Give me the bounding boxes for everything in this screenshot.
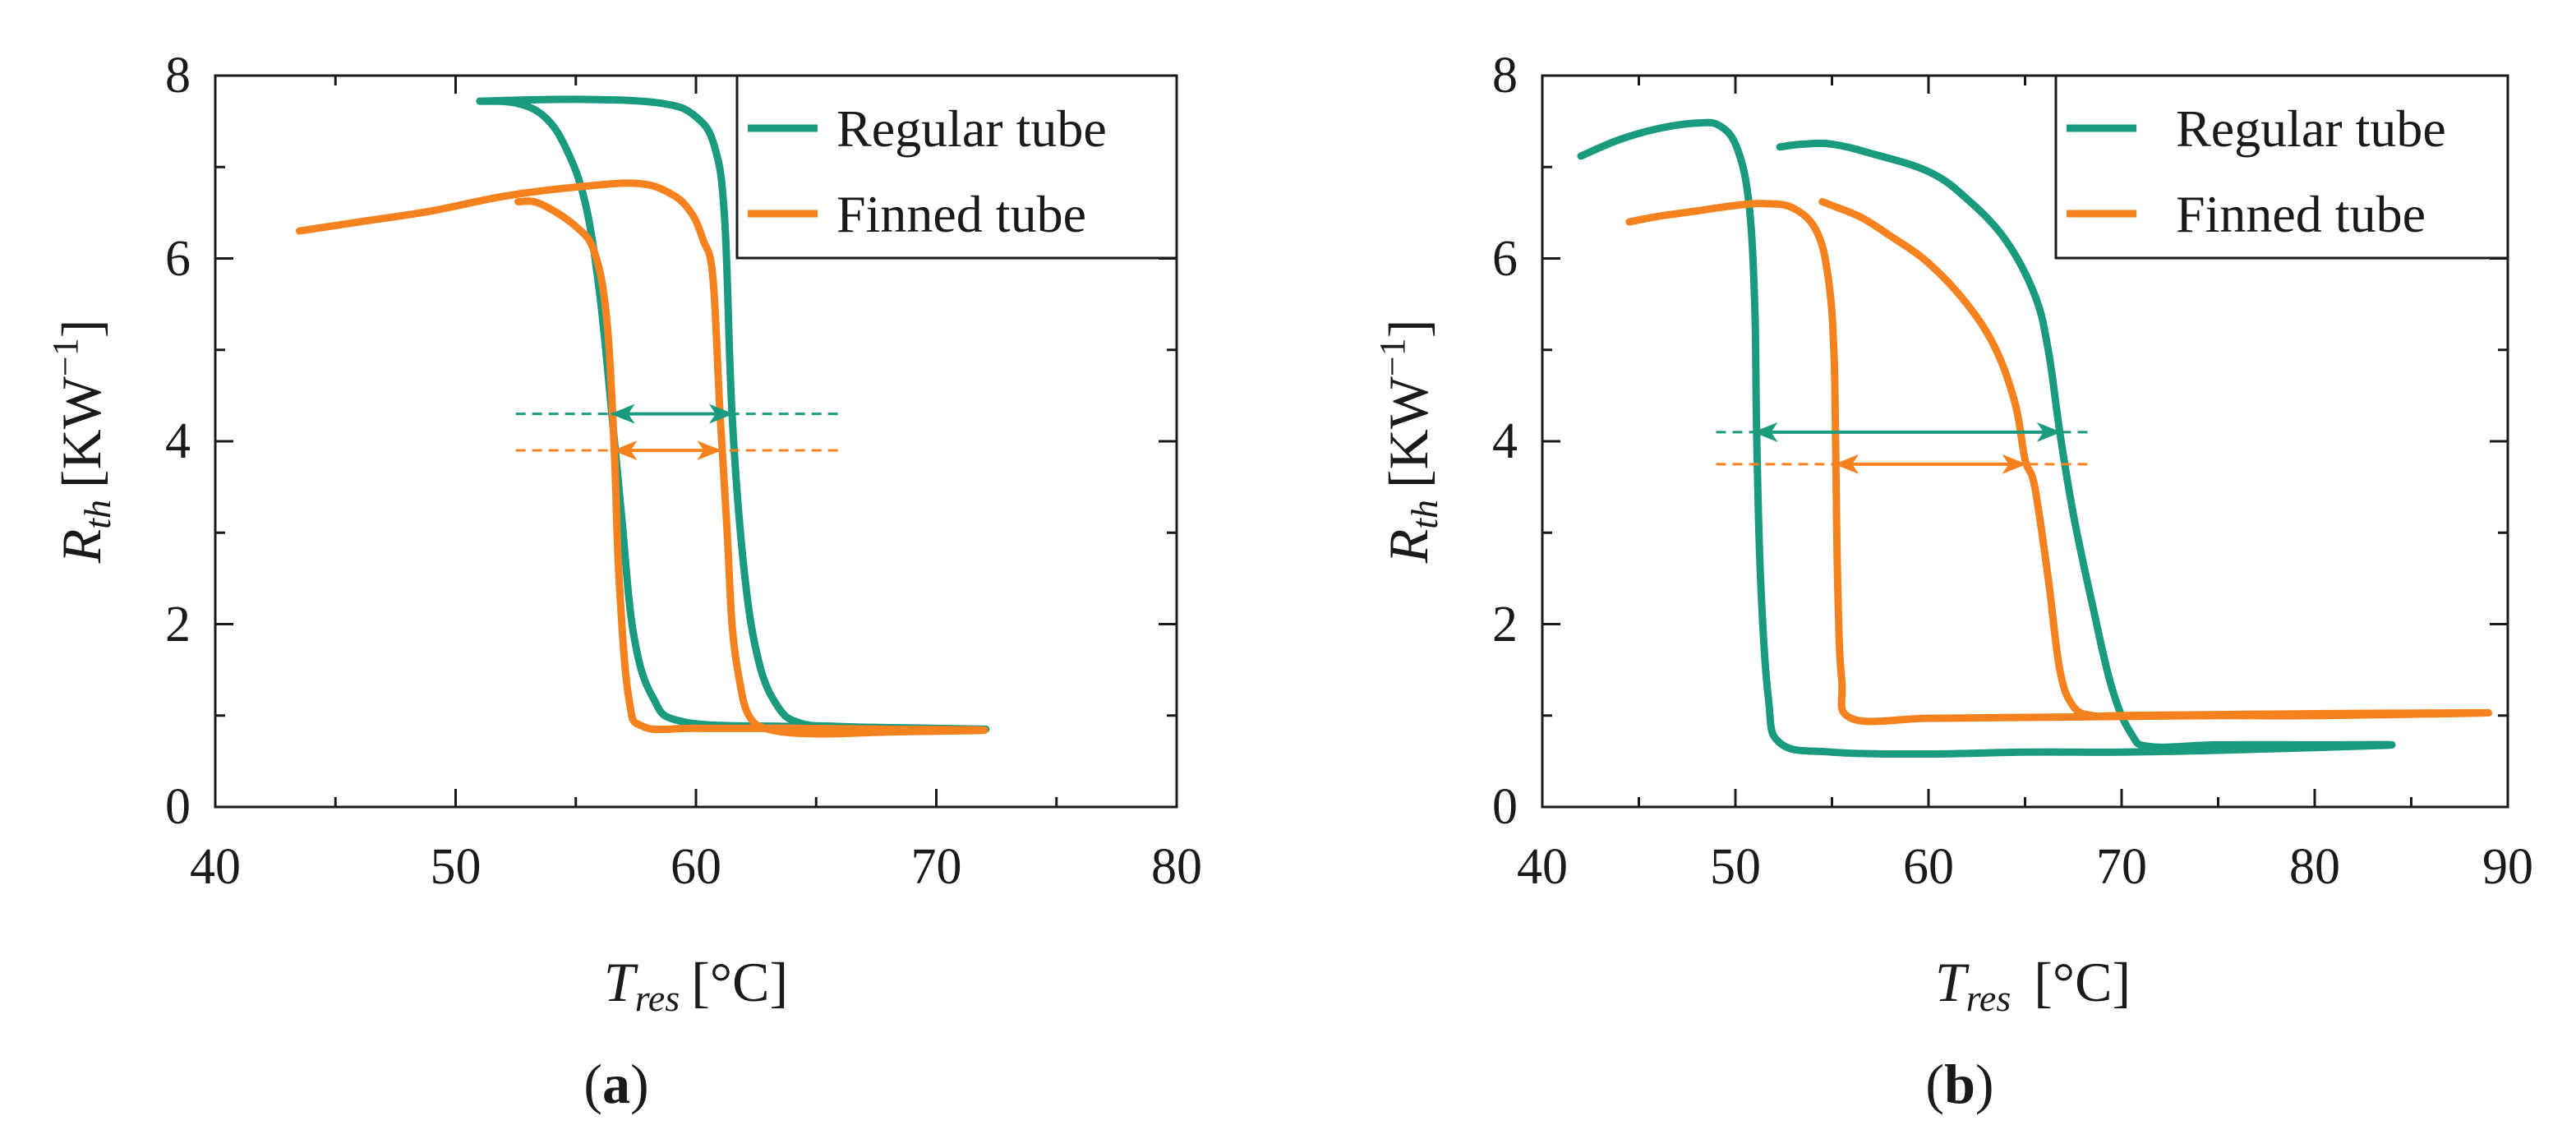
data-curves <box>295 95 990 738</box>
y-tick-label: 4 <box>1492 413 1518 469</box>
legend-box <box>2054 74 2509 260</box>
x-tick-label: 70 <box>2096 839 2147 895</box>
y-axis-title: Rth[KW−1] <box>45 320 118 565</box>
y-tick-label: 8 <box>165 48 191 104</box>
y-tick-label: 2 <box>165 597 191 652</box>
series-line-finned-tube <box>295 179 988 738</box>
y-tick-label: 0 <box>1492 779 1518 835</box>
x-tick-label: 60 <box>1903 839 1954 895</box>
y-tick-label: 2 <box>1492 597 1518 652</box>
y-tick-label: 4 <box>165 413 191 469</box>
x-tick-label: 40 <box>190 839 241 895</box>
y-tick-labels: 0 2 4 6 8 <box>1492 48 1518 835</box>
x-tick-label: 40 <box>1517 839 1568 895</box>
chart-panel-a: 40 50 60 70 80 0 2 4 6 8 Tres [°C] Rth[KW… <box>45 48 1202 1115</box>
y-tick-label: 0 <box>165 779 191 835</box>
x-tick-label: 70 <box>911 839 962 895</box>
legend: Regular tube Finned tube <box>735 74 1178 260</box>
x-tick-label: 90 <box>2482 839 2533 895</box>
x-tick-label: 80 <box>2289 839 2340 895</box>
x-axis-title: Tres [°C] <box>1935 951 2131 1019</box>
x-tick-labels: 40 50 60 70 80 90 <box>1517 839 2533 895</box>
y-tick-label: 6 <box>165 231 191 287</box>
hysteresis-annotations <box>1716 422 2093 474</box>
x-tick-label: 50 <box>1710 839 1761 895</box>
y-tick-label: 6 <box>1492 231 1518 287</box>
panel-caption-a: (a) <box>583 1053 648 1115</box>
x-tick-labels: 40 50 60 70 80 <box>190 839 1202 895</box>
y-axis-title: Rth[KW−1] <box>1372 320 1445 565</box>
legend-label-regular: Regular tube <box>836 99 1107 158</box>
hysteresis-annotations <box>515 403 841 461</box>
y-tick-labels: 0 2 4 6 8 <box>165 48 191 835</box>
chart-panel-b: 40 50 60 70 80 90 0 2 4 6 8 Tres [°C] Rth… <box>1372 48 2533 1115</box>
panel-caption-b: (b) <box>1925 1053 1993 1115</box>
x-tick-label: 80 <box>1151 839 1202 895</box>
legend-box <box>735 74 1178 260</box>
legend-label-finned: Finned tube <box>836 185 1086 243</box>
data-curves <box>1577 118 2492 758</box>
series-line-regular-tube <box>1577 118 2396 758</box>
series-line-finned-tube <box>1625 198 2492 726</box>
x-tick-label: 60 <box>670 839 721 895</box>
legend: Regular tube Finned tube <box>2054 74 2509 260</box>
legend-label-finned: Finned tube <box>2176 185 2426 243</box>
x-tick-label: 50 <box>431 839 482 895</box>
legend-label-regular: Regular tube <box>2176 99 2446 158</box>
y-tick-label: 8 <box>1492 48 1518 104</box>
x-axis-title: Tres [°C] <box>604 951 788 1019</box>
